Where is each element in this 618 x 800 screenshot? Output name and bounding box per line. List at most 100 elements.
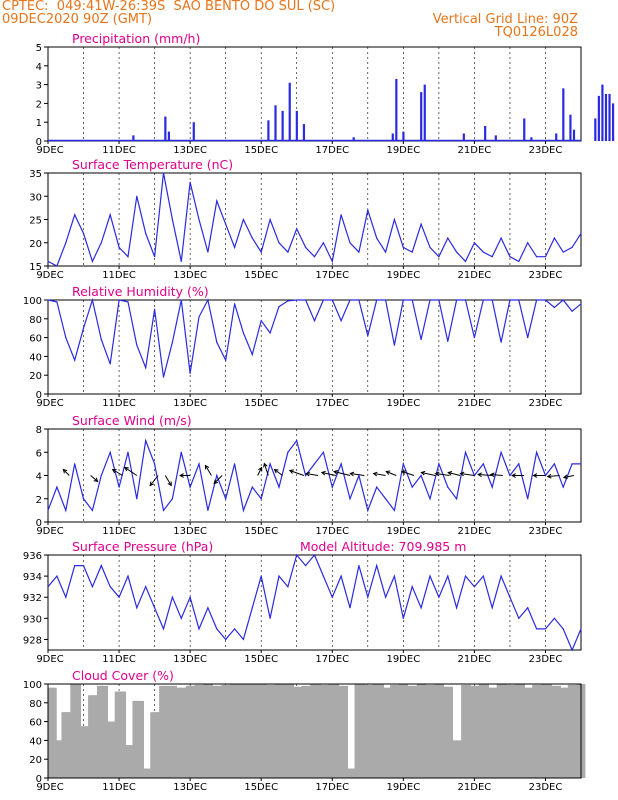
pressure-point: [56, 575, 58, 577]
header-start-time: 09DEC2020 90Z (GMT): [2, 12, 153, 27]
humidity-point: [269, 332, 271, 334]
temperature-point: [171, 218, 173, 221]
wind-vector: [305, 473, 319, 476]
temperature-point: [527, 242, 529, 244]
precipitation-x-label: 17DEC: [315, 145, 349, 156]
cloud-cover-x-label: 23DEC: [529, 782, 563, 793]
pressure-x-label: 19DEC: [386, 654, 420, 665]
cloud-cover-fill: [507, 684, 510, 778]
cloud-cover-fill: [186, 685, 189, 778]
cloud-cover-fill: [309, 685, 312, 778]
wind-point: [411, 486, 413, 488]
cloud-cover-fill: [546, 684, 549, 778]
precipitation-title: Precipitation (mm/h): [72, 31, 200, 46]
temperature-point: [420, 223, 422, 225]
humidity-point: [180, 299, 182, 301]
wind-vector: [373, 473, 386, 476]
cloud-cover-y-label: 0: [36, 774, 42, 785]
humidity-point: [118, 299, 120, 301]
humidity-point: [162, 376, 165, 378]
cloud-cover-fill: [411, 685, 414, 778]
cloud-cover-fill: [480, 684, 483, 778]
pressure-point: [411, 586, 413, 588]
cloud-cover-fill: [48, 687, 51, 778]
temperature-point: [118, 246, 120, 248]
pressure-y-label: 930: [23, 614, 42, 625]
humidity-point: [376, 299, 378, 301]
cloud-cover-fill: [516, 684, 519, 778]
cloud-cover-fill: [441, 684, 444, 778]
cloud-cover-fill: [168, 685, 171, 778]
wind-vector: [386, 471, 397, 476]
temperature-y-label: 30: [29, 192, 42, 203]
pressure-point: [305, 564, 307, 567]
pressure-point: [358, 564, 360, 567]
precipitation-y-label: 0: [36, 137, 42, 148]
wind-arrowhead: [273, 468, 279, 474]
humidity-point: [349, 299, 351, 301]
cloud-cover-fill: [129, 745, 132, 778]
temperature-point: [384, 251, 387, 253]
cloud-cover-fill: [534, 684, 537, 778]
pressure-point: [331, 596, 333, 598]
cloud-cover-fill: [285, 684, 288, 778]
temperature-point: [305, 246, 307, 248]
cloud-cover-fill: [108, 721, 111, 778]
wind-vector: [112, 469, 123, 476]
wind-arrowhead: [546, 473, 552, 479]
precipitation-bar: [288, 82, 291, 141]
wind-title: Surface Wind (m/s): [72, 413, 192, 428]
precipitation-y-label: 3: [36, 81, 42, 92]
cloud-cover-fill: [417, 684, 420, 778]
humidity-point: [456, 299, 458, 301]
pressure-line: [47, 553, 582, 652]
pressure-point: [482, 575, 484, 577]
temperature-point: [580, 232, 582, 235]
cloud-cover-fill: [390, 687, 393, 778]
cloud-cover-y-label: 60: [29, 718, 42, 729]
humidity-y-label: 20: [29, 371, 42, 382]
wind-y-label: 2: [36, 495, 42, 506]
precipitation-bar: [462, 133, 465, 141]
cloud-cover-fill: [318, 684, 321, 778]
temperature-point: [207, 251, 209, 253]
header-station: CPTEC: 049:41W-26:39S SAO BENTO DO SUL (…: [2, 0, 336, 14]
pressure-point: [47, 586, 49, 588]
temperature-point: [296, 228, 298, 230]
pressure-point: [296, 554, 298, 556]
humidity-point: [571, 310, 573, 312]
cloud-cover-fill: [276, 684, 279, 778]
humidity-point: [340, 320, 342, 322]
humidity-point: [447, 340, 449, 342]
cloud-cover-fill: [75, 684, 78, 778]
pressure-point: [216, 628, 218, 630]
wind-arrowhead: [179, 473, 184, 478]
temperature-point: [393, 218, 396, 221]
wind-point: [82, 498, 85, 500]
cloud-cover-fill: [78, 684, 81, 778]
humidity-point: [527, 337, 529, 339]
precipitation-bar: [523, 118, 526, 141]
wind-point: [322, 451, 324, 453]
humidity-point: [331, 299, 333, 301]
cloud-cover-fill: [558, 685, 561, 778]
temperature-point: [287, 251, 289, 253]
cloud-cover-fill: [531, 687, 534, 778]
humidity-point: [322, 299, 324, 301]
pressure-point: [509, 596, 511, 598]
cloud-cover-fill: [504, 684, 507, 778]
humidity-point: [482, 299, 484, 301]
pressure-y-label: 934: [23, 572, 42, 583]
humidity-point: [313, 320, 316, 322]
precipitation-bar: [167, 131, 171, 141]
temperature-point: [429, 246, 431, 248]
precipitation-x-label: 13DEC: [173, 145, 207, 156]
precipitation-x-label: 19DEC: [386, 145, 420, 156]
wind-arrowhead: [149, 481, 155, 487]
header-model-id: TQ0126L028: [494, 25, 578, 40]
precipitation-bar: [569, 114, 572, 141]
precipitation-bar: [608, 94, 611, 141]
cloud-cover-fill: [174, 685, 177, 778]
cloud-cover-fill: [453, 740, 456, 778]
cloud-cover-fill: [183, 687, 186, 778]
